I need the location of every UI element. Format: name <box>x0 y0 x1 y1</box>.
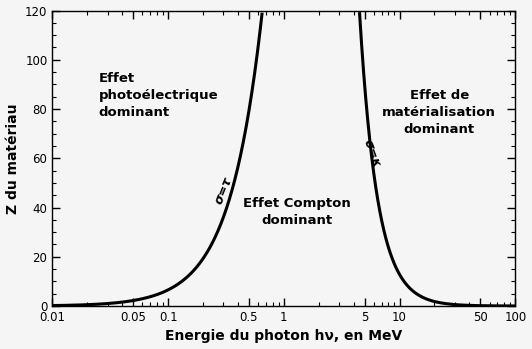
X-axis label: Energie du photon hν, en MeV: Energie du photon hν, en MeV <box>165 329 403 343</box>
Text: σ=τ: σ=τ <box>212 175 235 206</box>
Text: Effet
photoélectrique
dominant: Effet photoélectrique dominant <box>98 72 218 119</box>
Text: Effet de
matérialisation
dominant: Effet de matérialisation dominant <box>383 89 496 136</box>
Y-axis label: Z du matériau: Z du matériau <box>5 103 20 214</box>
Text: σ=κ: σ=κ <box>361 138 383 169</box>
Text: Effet Compton
dominant: Effet Compton dominant <box>243 198 351 228</box>
